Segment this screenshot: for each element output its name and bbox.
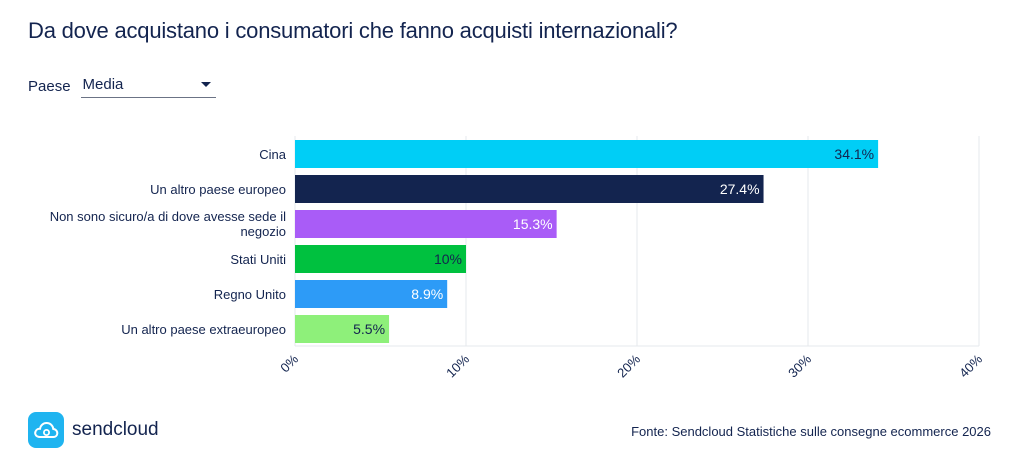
bar[interactable]	[295, 210, 557, 238]
category-label: Cina	[259, 147, 287, 162]
x-tick-label: 30%	[785, 351, 814, 380]
country-select-value: Media	[82, 76, 124, 93]
bar-value-label: 27.4%	[720, 181, 760, 197]
category-label: Un altro paese europeo	[150, 182, 286, 197]
bar-value-label: 10%	[434, 251, 462, 267]
bar[interactable]	[295, 315, 390, 343]
cloud-icon	[28, 412, 64, 448]
bar-value-label: 5.5%	[353, 321, 385, 337]
bar[interactable]	[295, 280, 448, 308]
bar-chart: 0% 10% 20% 30% 40% 34.1% Cina 27.4% Un altro pae…	[50, 136, 985, 381]
x-tick-label: 10%	[443, 351, 472, 380]
category-label: Non sono sicuro/a di dove avesse sede il…	[50, 209, 286, 239]
country-select[interactable]: Media	[80, 72, 216, 98]
x-tick-label: 0%	[277, 351, 301, 375]
filter-label: Paese	[28, 78, 71, 95]
x-tick-label: 20%	[614, 351, 643, 380]
category-label: Un altro paese extraeuropeo	[121, 322, 286, 337]
bar-value-label: 8.9%	[411, 286, 443, 302]
source-note: Fonte: Sendcloud Statistiche sulle conse…	[631, 424, 991, 439]
bar[interactable]	[295, 140, 879, 168]
brand-name: sendcloud	[72, 419, 159, 440]
bar-value-label: 15.3%	[513, 216, 553, 232]
category-label: Regno Unito	[214, 287, 286, 302]
brand-logo: sendcloud	[28, 412, 159, 448]
chart-title: Da dove acquistano i consumatori che fan…	[28, 18, 678, 43]
chevron-down-icon	[200, 82, 211, 87]
bar-value-label: 34.1%	[834, 146, 874, 162]
category-label: Stati Uniti	[230, 252, 286, 267]
bar[interactable]	[295, 175, 764, 203]
country-filter: Paese Media	[28, 72, 216, 98]
x-tick-label: 40%	[956, 351, 985, 380]
bar[interactable]	[295, 245, 466, 273]
